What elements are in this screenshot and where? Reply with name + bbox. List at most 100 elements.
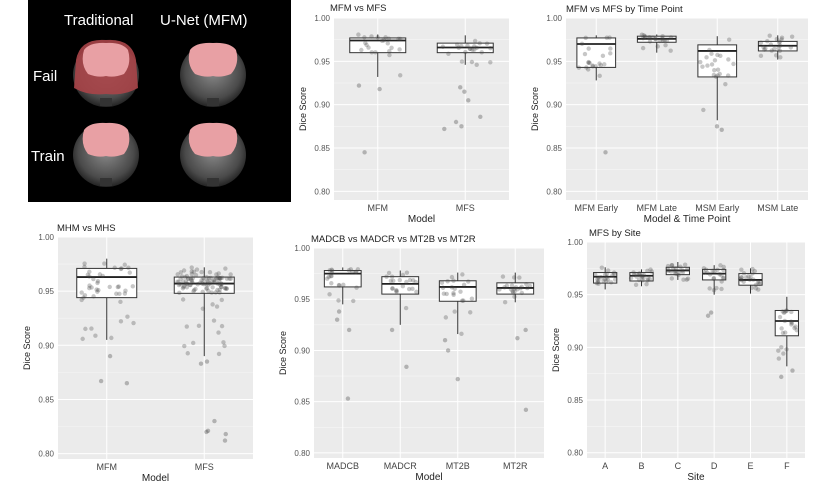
data-point <box>479 50 484 55</box>
data-point <box>189 277 194 283</box>
data-point <box>725 73 731 78</box>
data-point <box>444 291 449 297</box>
outlier-point <box>523 327 528 333</box>
data-point <box>94 287 99 292</box>
outlier-point <box>779 374 784 380</box>
data-point <box>403 305 409 311</box>
outlier-point <box>362 150 367 155</box>
data-point <box>218 281 224 286</box>
outlier-point <box>222 438 228 443</box>
data-point <box>215 275 220 280</box>
data-point <box>664 38 670 43</box>
outlier-point <box>204 429 209 435</box>
data-point <box>703 267 709 272</box>
y-axis-label: Dice Score <box>278 331 288 375</box>
data-point <box>604 274 609 280</box>
y-tick-label: 0.80 <box>294 449 310 458</box>
data-point <box>746 274 751 279</box>
data-point <box>218 275 223 281</box>
data-point <box>741 271 747 276</box>
data-point <box>590 63 595 68</box>
chart-title: MFS by Site <box>589 228 641 239</box>
data-point <box>702 270 707 275</box>
data-point <box>201 275 206 281</box>
data-point <box>180 279 186 284</box>
outlier-point <box>442 337 448 343</box>
data-point <box>607 35 612 40</box>
data-point <box>662 38 667 43</box>
data-point <box>685 266 690 272</box>
data-point <box>218 284 224 290</box>
data-point <box>95 289 100 294</box>
data-point <box>363 40 368 46</box>
x-axis-label: Model <box>142 473 169 484</box>
data-point <box>611 270 617 275</box>
outlier-point <box>345 396 351 401</box>
data-point <box>515 287 520 292</box>
data-point <box>769 48 774 53</box>
data-point <box>219 284 224 290</box>
data-point <box>445 279 450 284</box>
data-point <box>181 283 187 289</box>
data-point <box>597 73 602 79</box>
data-point <box>189 265 194 270</box>
data-point <box>206 288 211 294</box>
data-point <box>191 287 197 293</box>
chart-title: MHM vs MHS <box>57 223 116 234</box>
y-tick-label: 0.95 <box>546 57 562 66</box>
data-point <box>190 275 196 281</box>
data-point <box>655 44 660 49</box>
data-point <box>400 283 406 289</box>
outlier-point <box>458 85 463 90</box>
data-point <box>181 268 187 273</box>
data-point <box>782 309 788 315</box>
data-point <box>678 264 683 269</box>
data-point <box>82 264 87 270</box>
data-point <box>394 288 399 293</box>
y-tick-label: 0.85 <box>294 398 310 407</box>
data-point <box>187 282 193 288</box>
data-point <box>209 279 215 284</box>
data-point <box>641 275 646 281</box>
data-point <box>210 285 215 290</box>
data-point <box>384 274 389 279</box>
data-point <box>131 320 136 326</box>
data-point <box>85 272 91 277</box>
data-point <box>390 286 395 291</box>
data-point <box>460 298 465 303</box>
data-point <box>468 310 473 315</box>
data-point <box>176 282 182 288</box>
data-point <box>594 280 599 286</box>
outlier-point <box>404 364 409 370</box>
chart-4: 0.80 0.85 0.90 0.95 1.00 A B C D E F MFS by Site Sit… <box>551 228 805 483</box>
data-point <box>636 277 642 283</box>
data-point <box>91 276 96 282</box>
data-point <box>414 289 419 295</box>
data-point <box>513 285 519 290</box>
x-axis-label: Site <box>687 472 705 483</box>
data-point <box>189 278 195 283</box>
data-point <box>224 286 229 291</box>
box <box>438 280 477 302</box>
data-point <box>379 38 385 44</box>
data-point <box>709 62 715 67</box>
data-point <box>199 277 204 283</box>
data-point <box>114 291 119 296</box>
data-point <box>660 34 665 39</box>
data-point <box>191 269 197 274</box>
data-point <box>757 281 762 287</box>
data-point <box>713 74 719 79</box>
data-point <box>118 299 123 305</box>
data-point <box>718 53 723 59</box>
outlier-point <box>523 407 529 413</box>
outlier-point <box>107 353 113 359</box>
data-point <box>488 46 493 51</box>
data-point <box>200 289 205 295</box>
data-point <box>188 282 193 288</box>
data-point <box>218 276 223 281</box>
data-point <box>211 277 216 283</box>
outlier-point <box>445 348 451 353</box>
y-tick-label: 0.80 <box>314 187 330 196</box>
data-point <box>217 287 222 292</box>
data-point <box>743 275 749 280</box>
